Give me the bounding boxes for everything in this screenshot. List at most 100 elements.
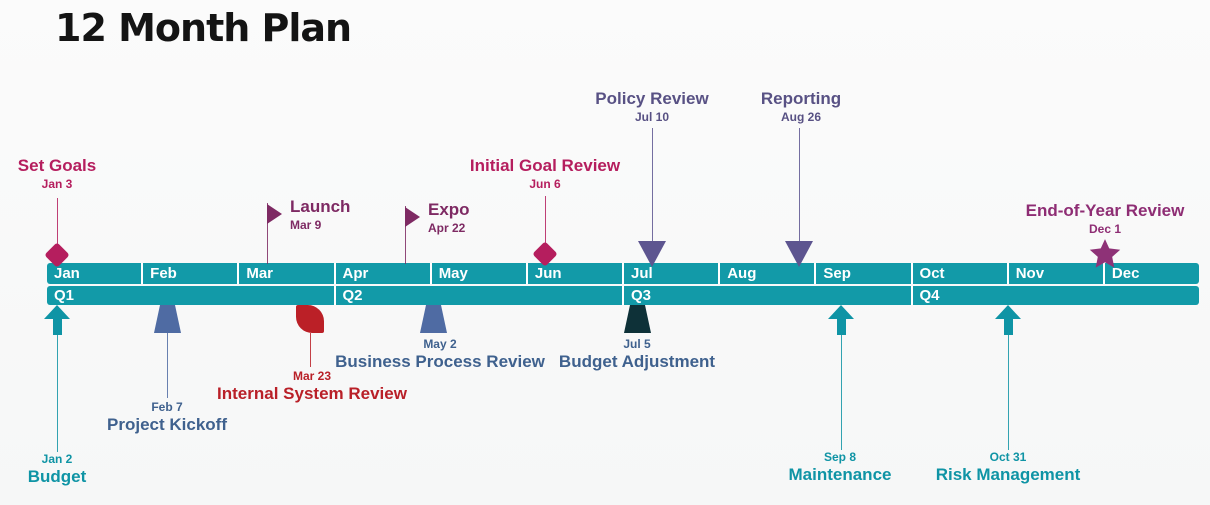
arrow-up-marker[interactable] xyxy=(44,305,70,335)
milestone-label[interactable]: Launch Mar 9 xyxy=(290,197,350,232)
connector-line xyxy=(652,128,653,242)
quarter-label: Q1 xyxy=(54,287,75,304)
milestone-label[interactable]: Policy Review Jul 10 xyxy=(595,89,708,124)
connector-line xyxy=(545,196,546,245)
arrow-stem xyxy=(836,319,846,335)
month-label: Oct xyxy=(919,265,945,282)
milestone-label[interactable]: Oct 31 Risk Management xyxy=(936,450,1081,484)
milestone-date: Jan 2 xyxy=(41,452,73,466)
milestone-label[interactable]: Initial Goal Review Jun 6 xyxy=(470,156,620,191)
connector-line xyxy=(267,203,268,264)
milestone-date: Sep 8 xyxy=(823,450,857,464)
milestone-date: May 2 xyxy=(423,337,457,351)
trapezoid-marker[interactable] xyxy=(624,305,651,333)
milestone-label[interactable]: End-of-Year Review Dec 1 xyxy=(1026,201,1185,236)
connector-line xyxy=(167,333,168,398)
milestone-title: Policy Review xyxy=(595,89,709,108)
connector-line xyxy=(405,206,406,264)
milestone-date: Jul 10 xyxy=(634,110,670,124)
milestone-title: Business Process Review xyxy=(335,352,545,371)
connector-line xyxy=(1008,335,1009,450)
month-segment-dec[interactable]: Dec xyxy=(1102,263,1199,284)
milestone-date: Jan 3 xyxy=(41,177,73,191)
connector-line xyxy=(310,333,311,367)
month-label: Jan xyxy=(54,265,80,282)
quarter-segment-q3[interactable]: Q3 xyxy=(622,286,911,305)
month-segment-aug[interactable]: Aug xyxy=(718,263,815,284)
quarter-segment-q1[interactable]: Q1 xyxy=(47,286,334,305)
milestone-label[interactable]: Mar 23 Internal System Review xyxy=(217,369,407,403)
milestone-label[interactable]: Expo Apr 22 xyxy=(428,200,470,235)
connector-line xyxy=(57,335,58,452)
milestone-date: Feb 7 xyxy=(151,400,183,414)
quarter-label: Q3 xyxy=(631,287,652,304)
leaf-marker[interactable] xyxy=(296,305,324,333)
arrow-up-marker[interactable] xyxy=(828,305,854,335)
month-label: Sep xyxy=(823,265,851,282)
month-segment-feb[interactable]: Feb xyxy=(141,263,238,284)
month-segment-apr[interactable]: Apr xyxy=(333,263,430,284)
milestone-date: Mar 9 xyxy=(290,218,322,232)
milestone-label[interactable]: May 2 Business Process Review xyxy=(335,337,545,371)
milestone-date: Dec 1 xyxy=(1088,222,1122,236)
triangle-down-marker[interactable] xyxy=(638,241,666,267)
milestone-title: Maintenance xyxy=(788,465,892,484)
arrow-head xyxy=(828,305,854,319)
milestone-label[interactable]: Sep 8 Maintenance xyxy=(789,450,892,484)
month-segment-may[interactable]: May xyxy=(429,263,526,284)
milestone-label[interactable]: Jan 2 Budget xyxy=(28,452,87,486)
arrow-stem xyxy=(1003,319,1013,335)
month-segment-jul[interactable]: Jul xyxy=(622,263,719,284)
triangle-down-marker[interactable] xyxy=(785,241,813,267)
milestone-title: Initial Goal Review xyxy=(469,156,621,175)
quarter-bar: Q1 Q2 Q3 Q4 xyxy=(47,286,1199,305)
milestone-title: Expo xyxy=(428,200,470,219)
milestone-title: Budget Adjustment xyxy=(558,352,716,371)
milestone-label[interactable]: Feb 7 Project Kickoff xyxy=(107,400,227,434)
month-label: May xyxy=(438,265,468,282)
arrow-up-marker[interactable] xyxy=(995,305,1021,335)
page-title: 12 Month Plan xyxy=(55,6,352,50)
milestone-label[interactable]: Jul 5 Budget Adjustment xyxy=(559,337,715,371)
connector-line xyxy=(799,128,800,242)
month-segment-oct[interactable]: Oct xyxy=(910,263,1007,284)
quarter-label: Q2 xyxy=(342,287,363,304)
month-segment-sep[interactable]: Sep xyxy=(814,263,911,284)
month-label: Feb xyxy=(150,265,177,282)
milestone-title: Launch xyxy=(290,197,351,216)
month-segment-jun[interactable]: Jun xyxy=(525,263,623,284)
arrow-head xyxy=(44,305,70,319)
milestone-label[interactable]: Reporting Aug 26 xyxy=(761,89,841,124)
connector-line xyxy=(57,198,58,246)
month-bar: Jan Feb Mar Apr May Jun Jul Aug Sep Oct … xyxy=(47,263,1199,284)
flag-marker[interactable] xyxy=(267,204,282,224)
trapezoid-marker[interactable] xyxy=(420,305,447,333)
arrow-stem xyxy=(52,319,62,335)
flag-marker[interactable] xyxy=(405,207,420,227)
month-segment-jan[interactable]: Jan xyxy=(47,263,142,284)
milestone-title: End-of-Year Review xyxy=(1025,201,1185,220)
month-label: Aug xyxy=(727,265,757,282)
trapezoid-marker[interactable] xyxy=(154,305,181,333)
month-segment-nov[interactable]: Nov xyxy=(1006,263,1103,284)
milestone-title: Risk Management xyxy=(935,465,1081,484)
quarter-segment-q4[interactable]: Q4 xyxy=(910,286,1199,305)
month-label: Jul xyxy=(631,265,653,282)
milestone-title: Reporting xyxy=(760,89,842,108)
month-label: Jun xyxy=(534,265,562,282)
milestone-title: Budget xyxy=(27,467,87,486)
milestone-date: Aug 26 xyxy=(780,110,821,124)
month-label: Dec xyxy=(1111,265,1140,282)
star-marker[interactable] xyxy=(1088,238,1122,269)
quarter-label: Q4 xyxy=(919,287,940,304)
month-segment-mar[interactable]: Mar xyxy=(237,263,334,284)
milestone-date: Jul 5 xyxy=(623,337,651,351)
milestone-date: Apr 22 xyxy=(428,221,466,235)
milestone-label[interactable]: Set Goals Jan 3 xyxy=(18,156,96,191)
quarter-segment-q2[interactable]: Q2 xyxy=(333,286,622,305)
milestone-date: Mar 23 xyxy=(292,369,332,383)
milestone-title: Set Goals xyxy=(17,156,97,175)
milestone-title: Project Kickoff xyxy=(107,415,227,434)
milestone-title: Internal System Review xyxy=(217,384,407,403)
